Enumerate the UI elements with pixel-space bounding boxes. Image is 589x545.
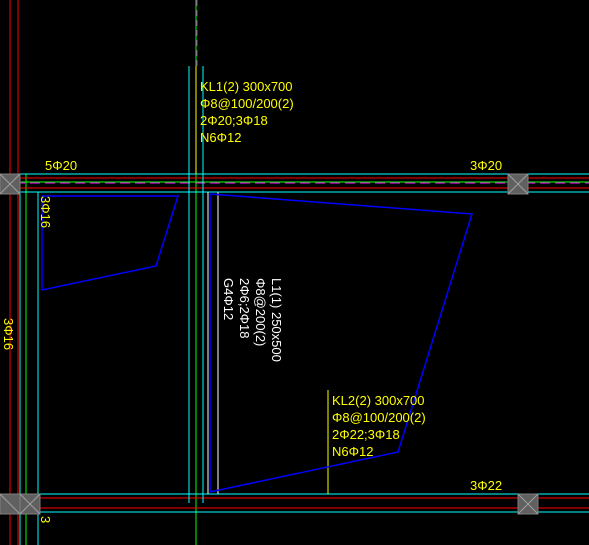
kl2-line4: N6Φ12 — [332, 443, 426, 460]
kl1-line1: KL1(2) 300x700 — [200, 78, 294, 95]
rebar-left-v1: 3Φ16 — [38, 196, 53, 228]
kl2-label: KL2(2) 300x700 Φ8@100/200(2) 2Φ22;3Φ18 N… — [332, 392, 426, 460]
slab-1 — [42, 196, 178, 290]
kl1-line2: Φ8@100/200(2) — [200, 95, 294, 112]
kl2-line3: 2Φ22;3Φ18 — [332, 426, 426, 443]
l1-line3: 2Φ6;2Φ18 — [236, 278, 252, 362]
kl1-line3: 2Φ20;3Φ18 — [200, 112, 294, 129]
joint-tl — [0, 174, 20, 194]
kl2-line1: KL2(2) 300x700 — [332, 392, 426, 409]
rebar-top-right: 3Φ20 — [470, 158, 502, 173]
l1-line1: L1(1) 250x500 — [268, 278, 284, 362]
kl2-line2: Φ8@100/200(2) — [332, 409, 426, 426]
l1-line4: G4Φ12 — [220, 278, 236, 362]
rebar-left-v3: 3 — [38, 516, 53, 523]
joint-bl2 — [20, 494, 40, 514]
kl1-label: KL1(2) 300x700 Φ8@100/200(2) 2Φ20;3Φ18 N… — [200, 78, 294, 146]
kl1-line4: N6Φ12 — [200, 129, 294, 146]
rebar-top-left: 5Φ20 — [45, 158, 77, 173]
joint-tr — [508, 174, 528, 194]
rebar-bot-right: 3Φ22 — [470, 478, 502, 493]
joint-br — [518, 494, 538, 514]
l1-line2: Φ8@200(2) — [252, 278, 268, 362]
joint-bl — [0, 494, 20, 514]
rebar-left-v2: 3Φ16 — [1, 318, 16, 350]
l1-label: L1(1) 250x500 Φ8@200(2) 2Φ6;2Φ18 G4Φ12 — [220, 278, 284, 362]
